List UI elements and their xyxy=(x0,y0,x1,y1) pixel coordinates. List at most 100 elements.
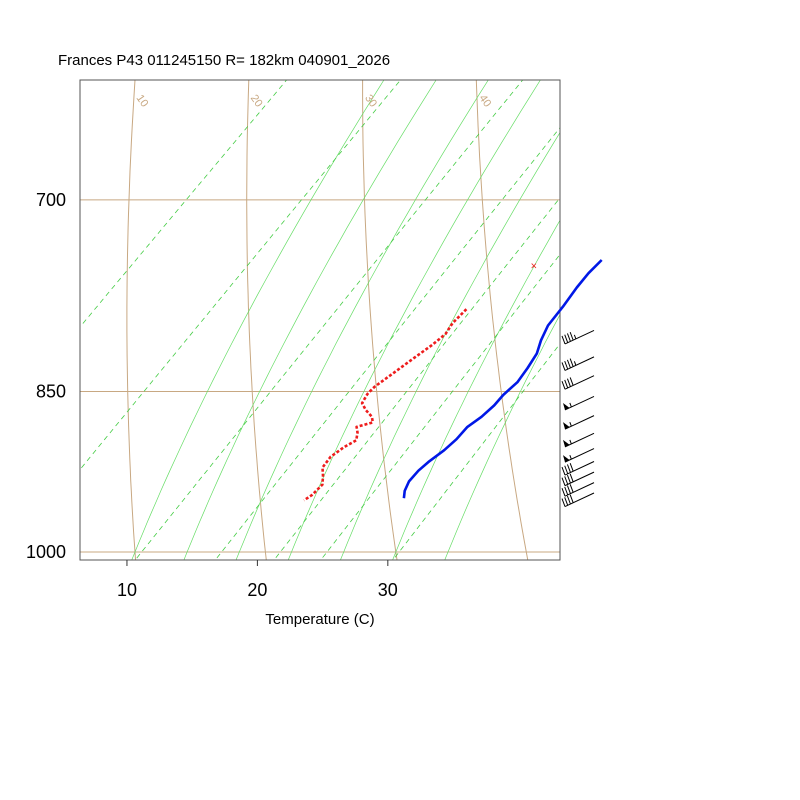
wind-barb-flag xyxy=(561,466,566,476)
wind-barb xyxy=(561,375,595,390)
wind-barb-half-flag xyxy=(573,361,577,366)
wind-barb-half-flag xyxy=(569,422,572,427)
x-axis-label: Temperature (C) xyxy=(265,611,374,628)
dry-adiabat-line xyxy=(475,80,529,560)
wind-barb-half-flag xyxy=(569,402,572,408)
plot-border xyxy=(79,79,561,561)
wind-barb-staff xyxy=(564,471,595,487)
wind-barb xyxy=(563,415,595,430)
wind-barb-flag xyxy=(561,335,566,345)
wind-barb-flag xyxy=(564,465,569,474)
wind-barb-flag xyxy=(564,379,569,389)
wind-barb xyxy=(563,395,595,411)
wind-barb xyxy=(563,432,595,448)
moist-adiabat-line xyxy=(392,219,560,560)
wind-barb-staff xyxy=(564,492,595,507)
mixing-ratio-line xyxy=(392,343,560,560)
y-tick-label: 700 xyxy=(36,190,66,210)
dry-adiabat-line xyxy=(701,48,800,601)
moist-adiabat-line xyxy=(287,80,541,560)
wind-barb xyxy=(563,448,595,463)
wind-barb-flag xyxy=(569,473,574,483)
wind-barb-staff xyxy=(564,461,595,476)
wind-barb-staff xyxy=(564,395,595,411)
wind-barb-flag xyxy=(566,378,571,387)
wind-barb-flag xyxy=(561,498,566,507)
wind-barb-flag xyxy=(566,474,571,484)
dry-adiabat-line xyxy=(588,48,668,601)
dewpoint-line xyxy=(303,308,468,502)
x-tick-label: 30 xyxy=(378,580,398,600)
wind-barb-flag xyxy=(564,334,569,343)
wind-barb-flag xyxy=(566,359,571,369)
wind-barb-pennant xyxy=(563,455,570,463)
x-tick-label: 10 xyxy=(117,580,137,600)
parcel-marker: × xyxy=(531,260,537,272)
dry-adiabat-line xyxy=(126,80,137,560)
mixing-ratio-line xyxy=(80,80,288,328)
wind-barb xyxy=(561,482,595,497)
wind-barb-flag xyxy=(566,333,571,342)
wind-barb xyxy=(561,329,595,345)
adiabat-label: 10 xyxy=(134,93,151,110)
axes: 10 20 30 700 850 1000 xyxy=(26,190,398,600)
plot-frame xyxy=(79,79,561,561)
wind-barb-flag xyxy=(564,497,569,506)
mixing-ratio-line xyxy=(320,253,560,560)
wind-barb xyxy=(561,471,595,487)
wind-barb-flag xyxy=(564,360,569,370)
wind-barb-half-flag xyxy=(569,439,572,445)
wind-barb xyxy=(561,356,595,371)
moist-adiabat-line xyxy=(235,80,489,560)
wind-barb xyxy=(561,492,595,507)
temperature-line xyxy=(402,259,603,499)
wind-barb-staff xyxy=(564,356,595,371)
wind-barb-staff xyxy=(564,329,595,345)
wind-barb xyxy=(561,461,595,476)
wind-barb-flag xyxy=(569,463,574,472)
wind-barb-flag xyxy=(569,484,574,493)
dry-adiabat-line xyxy=(246,80,267,560)
wind-barb-flag xyxy=(561,381,566,390)
wind-barb-flag xyxy=(564,476,569,485)
wind-barb-staff xyxy=(564,448,595,463)
wind-barb-flag xyxy=(564,486,569,496)
moist-adiabat-line xyxy=(340,131,560,560)
moist-adiabat-line xyxy=(183,80,437,560)
adiabat-label: 20 xyxy=(248,93,265,110)
background-lines xyxy=(80,48,800,601)
adiabat-labels: 10 20 30 40 xyxy=(134,93,494,110)
wind-barb-pennant xyxy=(563,402,570,410)
adiabat-label: 30 xyxy=(362,93,379,110)
wind-barb-pennant xyxy=(563,422,570,430)
moist-adiabat-line xyxy=(444,313,560,560)
sounding-lines: × xyxy=(303,259,603,502)
mixing-ratio-line xyxy=(80,80,402,471)
wind-barb-staff xyxy=(564,432,595,448)
wind-barb-flag xyxy=(569,494,574,503)
mixing-ratio-line xyxy=(273,197,560,560)
wind-barb-staff xyxy=(564,482,595,497)
wind-barb-flag xyxy=(569,358,574,367)
wind-barb-half-flag xyxy=(573,334,577,340)
wind-barb-half-flag xyxy=(569,454,572,460)
y-tick-label: 850 xyxy=(36,382,66,402)
wind-barbs xyxy=(561,329,595,507)
wind-barb-flag xyxy=(569,331,574,341)
wind-barb-pennant xyxy=(563,439,570,447)
adiabat-label: 40 xyxy=(476,93,493,110)
wind-barb-flag xyxy=(566,485,571,494)
wind-barb-flag xyxy=(566,464,571,473)
chart-title: Frances P43 011245150 R= 182km 040901_20… xyxy=(58,52,391,69)
wind-barb-flag xyxy=(561,362,566,371)
x-tick-label: 20 xyxy=(247,580,267,600)
moist-adiabat-line xyxy=(131,80,385,560)
wind-barb-staff xyxy=(564,375,595,390)
wind-barb-flag xyxy=(561,477,566,486)
dry-adiabat-line xyxy=(362,80,398,560)
mixing-ratio-line xyxy=(134,80,524,560)
mixing-ratio-line xyxy=(214,127,560,560)
wind-barb-staff xyxy=(564,415,595,430)
y-tick-label: 1000 xyxy=(26,542,66,562)
